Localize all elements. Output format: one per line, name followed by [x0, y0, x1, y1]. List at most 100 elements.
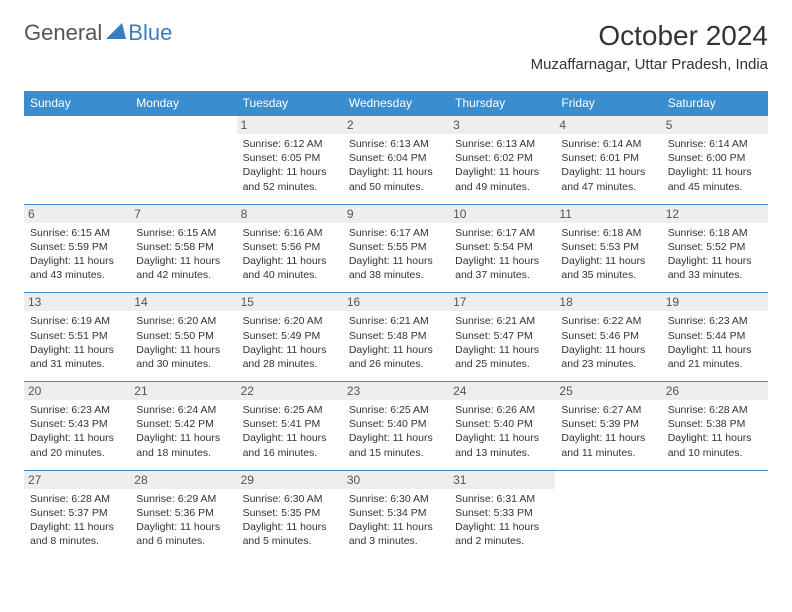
- day-number: 5: [662, 116, 768, 134]
- day-info: Sunrise: 6:15 AMSunset: 5:58 PMDaylight:…: [136, 226, 230, 283]
- day-number: 4: [555, 116, 661, 134]
- header: General Blue October 2024 Muzaffarnagar,…: [24, 20, 768, 73]
- logo: General Blue: [24, 20, 172, 46]
- weekday-header: Saturday: [662, 91, 768, 116]
- day-info: Sunrise: 6:22 AMSunset: 5:46 PMDaylight:…: [561, 314, 655, 371]
- weekday-header: Friday: [555, 91, 661, 116]
- day-number: 3: [449, 116, 555, 134]
- weekday-header: Monday: [130, 91, 236, 116]
- day-info: Sunrise: 6:23 AMSunset: 5:44 PMDaylight:…: [668, 314, 762, 371]
- calendar-day-cell: 21 Sunrise: 6:24 AMSunset: 5:42 PMDayligh…: [130, 382, 236, 471]
- calendar-day-cell: 5Sunrise: 6:14 AMSunset: 6:00 PMDaylight…: [662, 116, 768, 205]
- day-info: Sunrise: 6:28 AMSunset: 5:38 PMDaylight:…: [668, 403, 762, 460]
- day-info: Sunrise: 6:13 AMSunset: 6:02 PMDaylight:…: [455, 137, 549, 194]
- title-block: October 2024 Muzaffarnagar, Uttar Prades…: [531, 20, 768, 73]
- day-info: Sunrise: 6:15 AMSunset: 5:59 PMDaylight:…: [30, 226, 124, 283]
- calendar-body: 1 Sunrise: 6:12 AMSunset: 6:05 PMDaylight…: [24, 116, 768, 559]
- calendar-day-cell: 4 Sunrise: 6:14 AMSunset: 6:01 PMDaylight…: [555, 116, 661, 205]
- day-number: 8: [237, 205, 343, 223]
- day-number: 16: [343, 293, 449, 311]
- logo-text-blue: Blue: [128, 20, 172, 46]
- day-info: Sunrise: 6:29 AMSunset: 5:36 PMDaylight:…: [136, 492, 230, 549]
- weekday-header: Wednesday: [343, 91, 449, 116]
- day-info: Sunrise: 6:25 AMSunset: 5:40 PMDaylight:…: [349, 403, 443, 460]
- day-info: Sunrise: 6:16 AMSunset: 5:56 PMDaylight:…: [243, 226, 337, 283]
- calendar-day-cell: 6Sunrise: 6:15 AMSunset: 5:59 PMDaylight…: [24, 204, 130, 293]
- calendar-day-cell: 20Sunrise: 6:23 AMSunset: 5:43 PMDayligh…: [24, 382, 130, 471]
- day-info: Sunrise: 6:26 AMSunset: 5:40 PMDaylight:…: [455, 403, 549, 460]
- day-info: Sunrise: 6:19 AMSunset: 5:51 PMDaylight:…: [30, 314, 124, 371]
- day-info: Sunrise: 6:25 AMSunset: 5:41 PMDaylight:…: [243, 403, 337, 460]
- weekday-header: Tuesday: [237, 91, 343, 116]
- day-number: 18: [555, 293, 661, 311]
- calendar-day-cell: 9Sunrise: 6:17 AMSunset: 5:55 PMDaylight…: [343, 204, 449, 293]
- calendar-day-cell: 14Sunrise: 6:20 AMSunset: 5:50 PMDayligh…: [130, 293, 236, 382]
- calendar-week-row: 13Sunrise: 6:19 AMSunset: 5:51 PMDayligh…: [24, 293, 768, 382]
- day-info: Sunrise: 6:31 AMSunset: 5:33 PMDaylight:…: [455, 492, 549, 549]
- day-number: 25: [555, 382, 661, 400]
- day-info: Sunrise: 6:21 AMSunset: 5:48 PMDaylight:…: [349, 314, 443, 371]
- calendar-empty-cell: [130, 116, 236, 205]
- location: Muzaffarnagar, Uttar Pradesh, India: [531, 56, 768, 73]
- day-number: 21: [130, 382, 236, 400]
- calendar-empty-cell: [24, 116, 130, 205]
- calendar-week-row: 6Sunrise: 6:15 AMSunset: 5:59 PMDaylight…: [24, 204, 768, 293]
- day-info: Sunrise: 6:28 AMSunset: 5:37 PMDaylight:…: [30, 492, 124, 549]
- calendar-day-cell: 1 Sunrise: 6:12 AMSunset: 6:05 PMDaylight…: [237, 116, 343, 205]
- day-number: 29: [237, 471, 343, 489]
- day-number: 2: [343, 116, 449, 134]
- day-number: 12: [662, 205, 768, 223]
- day-info: Sunrise: 6:21 AMSunset: 5:47 PMDaylight:…: [455, 314, 549, 371]
- day-number: 26: [662, 382, 768, 400]
- day-number: 14: [130, 293, 236, 311]
- day-info: Sunrise: 6:30 AMSunset: 5:35 PMDaylight:…: [243, 492, 337, 549]
- calendar-day-cell: 16 Sunrise: 6:21 AMSunset: 5:48 PMDayligh…: [343, 293, 449, 382]
- day-number: 1: [237, 116, 343, 134]
- day-number: 19: [662, 293, 768, 311]
- day-info: Sunrise: 6:18 AMSunset: 5:52 PMDaylight:…: [668, 226, 762, 283]
- day-number: 22: [237, 382, 343, 400]
- day-info: Sunrise: 6:17 AMSunset: 5:55 PMDaylight:…: [349, 226, 443, 283]
- day-number: 7: [130, 205, 236, 223]
- day-info: Sunrise: 6:17 AMSunset: 5:54 PMDaylight:…: [455, 226, 549, 283]
- weekday-header: Sunday: [24, 91, 130, 116]
- day-number: 11: [555, 205, 661, 223]
- logo-text-general: General: [24, 20, 102, 46]
- day-info: Sunrise: 6:24 AMSunset: 5:42 PMDaylight:…: [136, 403, 230, 460]
- calendar-day-cell: 7 Sunrise: 6:15 AMSunset: 5:58 PMDaylight…: [130, 204, 236, 293]
- day-number: 20: [24, 382, 130, 400]
- calendar-week-row: 20Sunrise: 6:23 AMSunset: 5:43 PMDayligh…: [24, 382, 768, 471]
- calendar-day-cell: 29 Sunrise: 6:30 AMSunset: 5:35 PMDayligh…: [237, 470, 343, 558]
- weekday-header: Thursday: [449, 91, 555, 116]
- day-info: Sunrise: 6:18 AMSunset: 5:53 PMDaylight:…: [561, 226, 655, 283]
- day-number: 17: [449, 293, 555, 311]
- calendar-day-cell: 23 Sunrise: 6:25 AMSunset: 5:40 PMDayligh…: [343, 382, 449, 471]
- calendar-day-cell: 22 Sunrise: 6:25 AMSunset: 5:41 PMDayligh…: [237, 382, 343, 471]
- calendar-empty-cell: [555, 470, 661, 558]
- day-info: Sunrise: 6:30 AMSunset: 5:34 PMDaylight:…: [349, 492, 443, 549]
- month-title: October 2024: [531, 20, 768, 52]
- calendar-day-cell: 30 Sunrise: 6:30 AMSunset: 5:34 PMDayligh…: [343, 470, 449, 558]
- calendar-empty-cell: [662, 470, 768, 558]
- day-info: Sunrise: 6:12 AMSunset: 6:05 PMDaylight:…: [243, 137, 337, 194]
- calendar-day-cell: 10Sunrise: 6:17 AMSunset: 5:54 PMDayligh…: [449, 204, 555, 293]
- day-number: 30: [343, 471, 449, 489]
- calendar-day-cell: 12 Sunrise: 6:18 AMSunset: 5:52 PMDayligh…: [662, 204, 768, 293]
- day-number: 28: [130, 471, 236, 489]
- day-number: 23: [343, 382, 449, 400]
- calendar-day-cell: 18 Sunrise: 6:22 AMSunset: 5:46 PMDayligh…: [555, 293, 661, 382]
- day-info: Sunrise: 6:13 AMSunset: 6:04 PMDaylight:…: [349, 137, 443, 194]
- calendar-day-cell: 8 Sunrise: 6:16 AMSunset: 5:56 PMDaylight…: [237, 204, 343, 293]
- calendar-table: SundayMondayTuesdayWednesdayThursdayFrid…: [24, 91, 768, 558]
- day-info: Sunrise: 6:14 AMSunset: 6:01 PMDaylight:…: [561, 137, 655, 194]
- day-number: 31: [449, 471, 555, 489]
- calendar-day-cell: 13Sunrise: 6:19 AMSunset: 5:51 PMDayligh…: [24, 293, 130, 382]
- logo-triangle-icon: [106, 23, 126, 44]
- calendar-week-row: 1 Sunrise: 6:12 AMSunset: 6:05 PMDaylight…: [24, 116, 768, 205]
- day-info: Sunrise: 6:27 AMSunset: 5:39 PMDaylight:…: [561, 403, 655, 460]
- day-number: 27: [24, 471, 130, 489]
- calendar-day-cell: 25 Sunrise: 6:27 AMSunset: 5:39 PMDayligh…: [555, 382, 661, 471]
- calendar-day-cell: 27 Sunrise: 6:28 AMSunset: 5:37 PMDayligh…: [24, 470, 130, 558]
- day-info: Sunrise: 6:20 AMSunset: 5:49 PMDaylight:…: [243, 314, 337, 371]
- day-number: 24: [449, 382, 555, 400]
